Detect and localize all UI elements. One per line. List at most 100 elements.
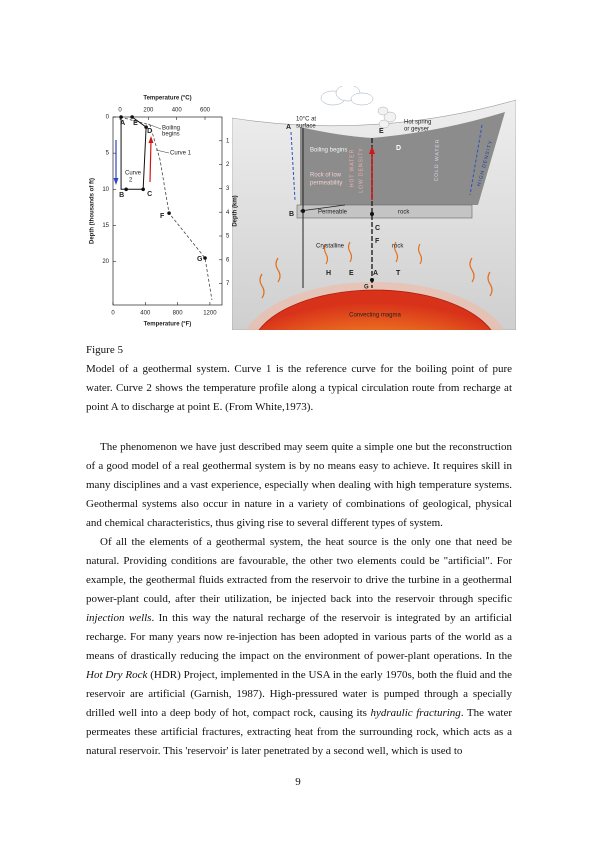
label: Permeable	[318, 210, 348, 216]
label: Convecting magma	[349, 313, 401, 319]
reservoir-cap	[300, 112, 505, 205]
label: 10°C at	[296, 117, 316, 123]
label: Hot spring	[404, 120, 431, 126]
plot-frame	[112, 116, 223, 306]
y-tick-label: 20	[102, 259, 109, 265]
y-tick-label: 10	[102, 187, 109, 193]
point-label: F	[160, 213, 165, 220]
label: surface	[296, 124, 316, 130]
point	[167, 211, 171, 215]
point-label: A	[120, 120, 125, 127]
italic-text: Hot Dry Rock	[86, 669, 148, 681]
label: permeability	[310, 181, 342, 187]
point	[130, 115, 134, 119]
point	[124, 187, 128, 192]
point	[203, 256, 207, 260]
caption-text: Model of a geothermal system. Curve 1 is…	[86, 363, 512, 413]
flow-arrow	[469, 124, 483, 196]
y2-tick-label: 7	[226, 281, 230, 287]
label: E	[349, 270, 354, 277]
label: rock	[392, 244, 404, 250]
x2-tick-label: 1200	[203, 311, 217, 317]
flow-arrow	[299, 204, 346, 212]
leader-line	[155, 149, 170, 154]
text: . In this way the natural recharge of th…	[86, 612, 512, 662]
label: D	[396, 145, 401, 152]
annotation: Boiling	[162, 126, 180, 132]
point	[144, 125, 148, 129]
axis-title: Temperature (°C)	[143, 96, 191, 102]
curve	[120, 116, 147, 190]
body-text: The phenomenon we have just described ma…	[86, 438, 512, 761]
y2-tick-label: 6	[226, 257, 230, 263]
axis-title: Depth (thousands of ft)	[90, 178, 96, 244]
point	[370, 212, 374, 216]
paragraph: Of all the elements of a geothermal syst…	[86, 533, 512, 761]
point	[301, 209, 305, 213]
arrow-head	[148, 136, 154, 143]
text: Of all the elements of a geothermal syst…	[86, 536, 512, 605]
point-label: B	[119, 192, 124, 199]
y2-tick-label: 3	[226, 186, 230, 192]
label: Boiling begins	[310, 148, 347, 154]
label: Crystalline	[316, 244, 345, 250]
label: COLD WATER	[434, 139, 441, 182]
permeable-layer	[296, 204, 473, 219]
italic-text: injection wells	[86, 612, 152, 624]
arrow-head	[369, 146, 375, 154]
label: or geyser	[404, 127, 429, 133]
annotation: Curve 1	[170, 151, 192, 157]
paragraph: The phenomenon we have just described ma…	[86, 438, 512, 533]
point	[119, 115, 123, 119]
x2-tick-label: 800	[173, 311, 184, 317]
discharge-arrow	[149, 139, 152, 183]
y-tick-label: 15	[102, 223, 109, 229]
y-tick-label: 5	[106, 151, 110, 157]
heat-arrows	[259, 241, 493, 299]
axis-title: Temperature (°F)	[144, 322, 192, 328]
annotation: 2	[129, 178, 133, 184]
diagram	[232, 86, 516, 330]
y2-tick-label: 5	[226, 234, 230, 240]
x2-tick-label: 400	[140, 311, 151, 317]
label: F	[375, 238, 380, 245]
curve	[119, 116, 213, 301]
label: rock	[398, 210, 410, 216]
point	[141, 187, 145, 192]
x-tick-label: 400	[172, 108, 183, 114]
y-tick-label: 0	[106, 115, 110, 121]
point-label: G	[197, 256, 203, 263]
x-tick-label: 200	[143, 108, 154, 114]
label: HOT WATER	[349, 149, 355, 187]
text: . The water permeates these artificial f…	[86, 707, 512, 757]
arrow-head	[113, 178, 119, 185]
label: B	[289, 211, 294, 218]
y2-tick-label: 2	[226, 162, 230, 168]
x-tick-label: 600	[200, 108, 211, 114]
annotation: Curve	[125, 171, 142, 177]
caption: Figure 5 Model of a geothermal system. C…	[86, 341, 512, 761]
label: A	[373, 270, 378, 277]
x2-tick-label: 0	[111, 311, 115, 317]
left-chart-static	[113, 123, 170, 185]
label: H	[326, 270, 331, 277]
y2-tick-label: 1	[226, 138, 230, 144]
flow-arrow	[290, 131, 296, 201]
caption-title: Figure 5	[86, 344, 123, 356]
y2-tick-label: 4	[226, 210, 230, 216]
label: LOW DENSITY	[358, 147, 364, 192]
annotation: begins	[162, 132, 180, 138]
point-label: E	[133, 120, 138, 127]
point-label: D	[147, 128, 152, 135]
steam	[377, 106, 397, 129]
figure: A 10°C at surface E Hot spring or geyser…	[90, 86, 516, 330]
point-label: C	[147, 191, 152, 198]
text: (HDR) Project, implemented in the USA in…	[86, 669, 512, 719]
label: G	[364, 285, 369, 291]
point	[370, 278, 374, 282]
label: A	[286, 124, 291, 131]
cloud	[320, 86, 374, 106]
page-number: 9	[295, 776, 301, 788]
label: C	[375, 225, 380, 232]
